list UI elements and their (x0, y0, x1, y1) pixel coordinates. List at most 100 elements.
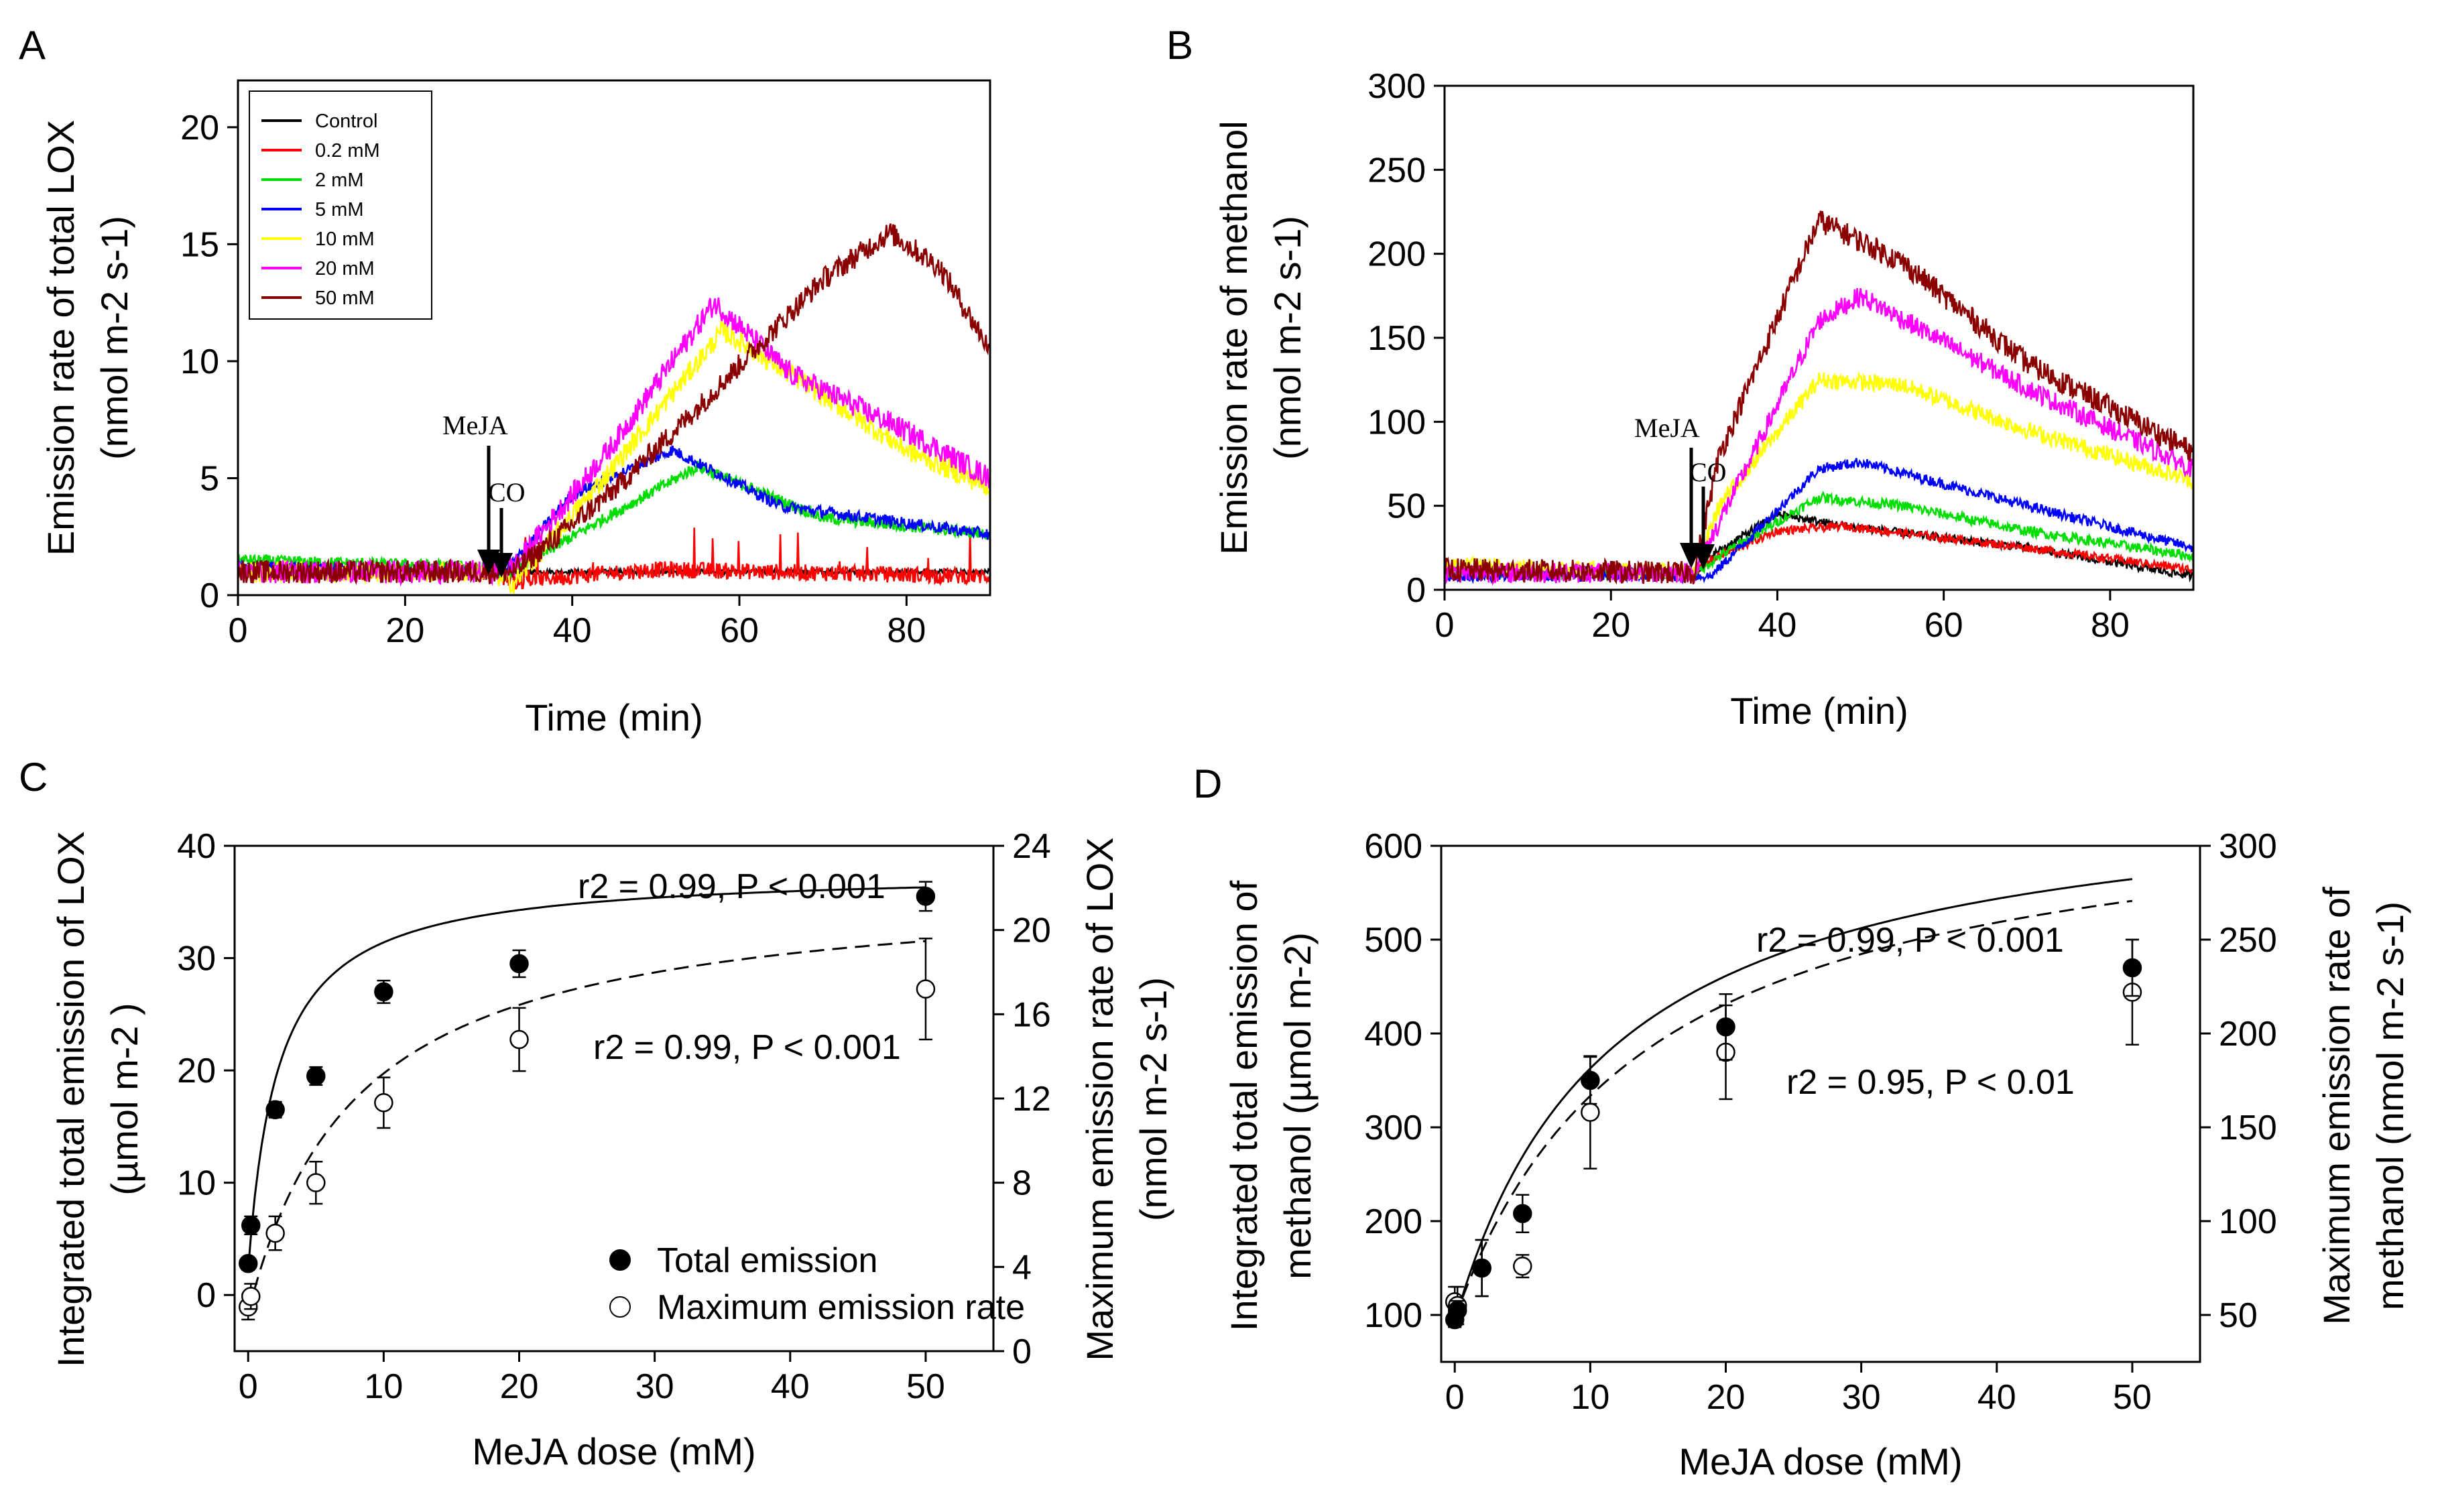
panel-b-x-tick-label: 20 (1591, 606, 1630, 645)
panel-b-y-tick-label: 0 (1406, 571, 1426, 610)
panel-b-meja-annotation: MeJA (1634, 413, 1700, 443)
panel-b: B 0 20 40 60 80 0 50 100 150 200 250 300 Time (min… (1166, 23, 2195, 732)
panel-d-total-emission-point (1716, 1017, 1735, 1037)
panel-c-right-y-tick-label: 0 (1012, 1332, 1032, 1371)
panel-c-total-emission-point (509, 954, 529, 974)
panel-c-right-y-ticks: 0 4 8 12 16 20 24 (993, 827, 1051, 1371)
panel-b-y-tick-label: 300 (1367, 67, 1426, 106)
panel-a-plot-frame (237, 79, 991, 596)
panel-d-right-y-ticks: 50 100 150 200 250 300 (2200, 827, 2277, 1335)
panel-c-total-emission-point (238, 1254, 258, 1273)
panel-d-stats-total: r2 = 0.99, P < 0.001 (1756, 921, 2064, 960)
panel-a-y-tick-label: 15 (180, 225, 219, 264)
panel-a-legend-label: 0.2 mM (315, 140, 380, 162)
panel-c-legend-total: Total emission (657, 1241, 877, 1280)
panel-d-left-y-ticks: 100 200 300 400 500 600 (1364, 827, 1441, 1335)
panel-a-x-tick-label: 20 (385, 611, 424, 650)
panel-d-fit-max (1453, 899, 2133, 1320)
panel-c-x-tick-label: 0 (239, 1367, 258, 1406)
panel-c-max-rate-point (265, 1223, 285, 1243)
panel-d-data-points (1445, 938, 2142, 1330)
panel-c-left-y-label-line1: Integrated total emission of LOX (50, 831, 92, 1367)
panel-d-right-y-tick-label: 150 (2219, 1109, 2277, 1147)
panel-a-series (238, 223, 990, 594)
panel-d-total-emission-point (1448, 1300, 1467, 1320)
panel-b-y-tick-label: 50 (1387, 487, 1426, 526)
panel-c-right-y-tick-label: 20 (1012, 911, 1051, 950)
panel-c-x-tick-label: 30 (635, 1367, 674, 1406)
panel-c-stats-max: r2 = 0.99, P < 0.001 (593, 1028, 901, 1067)
panel-b-y-tick-label: 100 (1367, 403, 1426, 442)
panel-a-legend-label: Control (315, 111, 378, 132)
panel-c-total-emission-point (374, 982, 393, 1002)
panel-letter-c: C (19, 755, 48, 800)
panel-d-fit-lines (1453, 878, 2133, 1322)
panel-d-left-y-tick-label: 300 (1364, 1109, 1422, 1147)
panel-b-y-label-line1: Emission rate of methanol (1213, 121, 1255, 554)
panel-d-right-y-tick-label: 300 (2219, 827, 2277, 866)
panel-c-fit-lines (247, 886, 926, 1314)
panel-a: A 0 20 40 60 80 0 5 10 15 20 Time (min) Emission… (19, 23, 991, 739)
panel-c-total-emission-point (241, 1216, 261, 1235)
panel-d-x-tick-label: 10 (1571, 1378, 1609, 1417)
panel-c-right-y-label-line1: Maximum emission rate of LOX (1079, 837, 1121, 1361)
panel-b-y-label-line2: (nmol m-2 s-1) (1266, 216, 1308, 460)
panel-d-x-ticks: 0 10 20 30 40 50 (1445, 1362, 2152, 1417)
panel-a-y-tick-label: 5 (200, 459, 219, 498)
panel-a-co-annotation: CO (488, 477, 526, 507)
panel-d-x-tick-label: 20 (1707, 1378, 1746, 1417)
panel-a-y-tick-label: 0 (200, 576, 219, 615)
panel-d-max-rate-point (1581, 1102, 1600, 1122)
panel-d-x-axis-label: MeJA dose (mM) (1679, 1440, 1962, 1483)
panel-a-legend-label: 5 mM (315, 199, 364, 220)
panel-c-legend-filled-marker (609, 1249, 631, 1271)
panel-a-y-label-line1: Emission rate of total LOX (40, 120, 82, 556)
panel-a-x-tick-label: 0 (229, 611, 248, 650)
panel-letter-b: B (1166, 23, 1193, 68)
panel-c-data-points (238, 881, 936, 1321)
a-series-50-mm (238, 223, 990, 586)
panel-d-total-emission-point (1513, 1204, 1532, 1224)
panel-b-annotations: MeJA CO (1634, 413, 1727, 570)
panel-d-fit-total (1453, 878, 2133, 1322)
panel-c-left-y-tick-label: 0 (196, 1276, 216, 1315)
panel-a-legend-label: 20 mM (315, 258, 375, 279)
panel-b-x-tick-label: 80 (2091, 606, 2130, 645)
panel-a-x-tick-label: 40 (553, 611, 592, 650)
panel-c-x-tick-label: 50 (906, 1367, 945, 1406)
panel-b-co-arrow-head (1692, 544, 1715, 570)
panel-a-legend-box (249, 90, 432, 320)
panel-b-co-annotation: CO (1689, 457, 1727, 487)
panel-b-x-tick-label: 60 (1925, 606, 1963, 645)
panel-c-total-emission-point (265, 1100, 285, 1120)
panel-a-x-tick-label: 60 (720, 611, 759, 650)
panel-a-meja-annotation: MeJA (442, 410, 508, 440)
panel-d-right-y-axis-label: Maximum emission rate of methanol (nmol … (2315, 887, 2411, 1325)
panel-a-co-arrow-head (490, 553, 513, 578)
panel-c-left-y-tick-label: 30 (177, 940, 216, 979)
panel-c-legend-open-marker (609, 1296, 631, 1318)
panel-c-left-y-axis-label: Integrated total emission of LOX (µmol m… (50, 831, 145, 1367)
panel-d-right-y-tick-label: 250 (2219, 921, 2277, 960)
panel-d-x-tick-label: 50 (2113, 1378, 2152, 1417)
panel-c-right-y-tick-label: 8 (1012, 1164, 1032, 1203)
panel-c-x-tick-label: 10 (364, 1367, 403, 1406)
panel-d-right-y-tick-label: 100 (2219, 1202, 2277, 1241)
panel-c-right-y-label-line2: (nmol m-2 s-1) (1132, 977, 1174, 1221)
panel-d-left-y-tick-label: 500 (1364, 921, 1422, 960)
panel-c-total-emission-point (306, 1066, 326, 1086)
panel-d-total-emission-point (2122, 958, 2142, 978)
panel-a-y-axis-label: Emission rate of total LOX (nmol m-2 s-1… (40, 120, 135, 556)
b-series-50-mm (1445, 210, 2193, 585)
panel-b-y-tick-label: 150 (1367, 319, 1426, 358)
panel-a-x-tick-label: 80 (887, 611, 926, 650)
panel-c-left-y-label-line2: (µmol m-2 ) (103, 1003, 145, 1195)
panel-c-max-rate-point (916, 979, 936, 999)
panel-a-x-axis-label: Time (min) (525, 696, 703, 739)
panel-d-right-y-label-line2: methanol (nmol m-2 s-1) (2369, 901, 2411, 1310)
panel-c-right-y-axis-label: Maximum emission rate of LOX (nmol m-2 s… (1079, 837, 1174, 1361)
panel-b-y-axis-label: Emission rate of methanol (nmol m-2 s-1) (1213, 121, 1308, 554)
panel-c-fit-total (247, 886, 926, 1269)
panel-b-y-ticks: 0 50 100 150 200 250 300 (1367, 67, 1445, 610)
panel-c-legend-max: Maximum emission rate (657, 1288, 1025, 1327)
